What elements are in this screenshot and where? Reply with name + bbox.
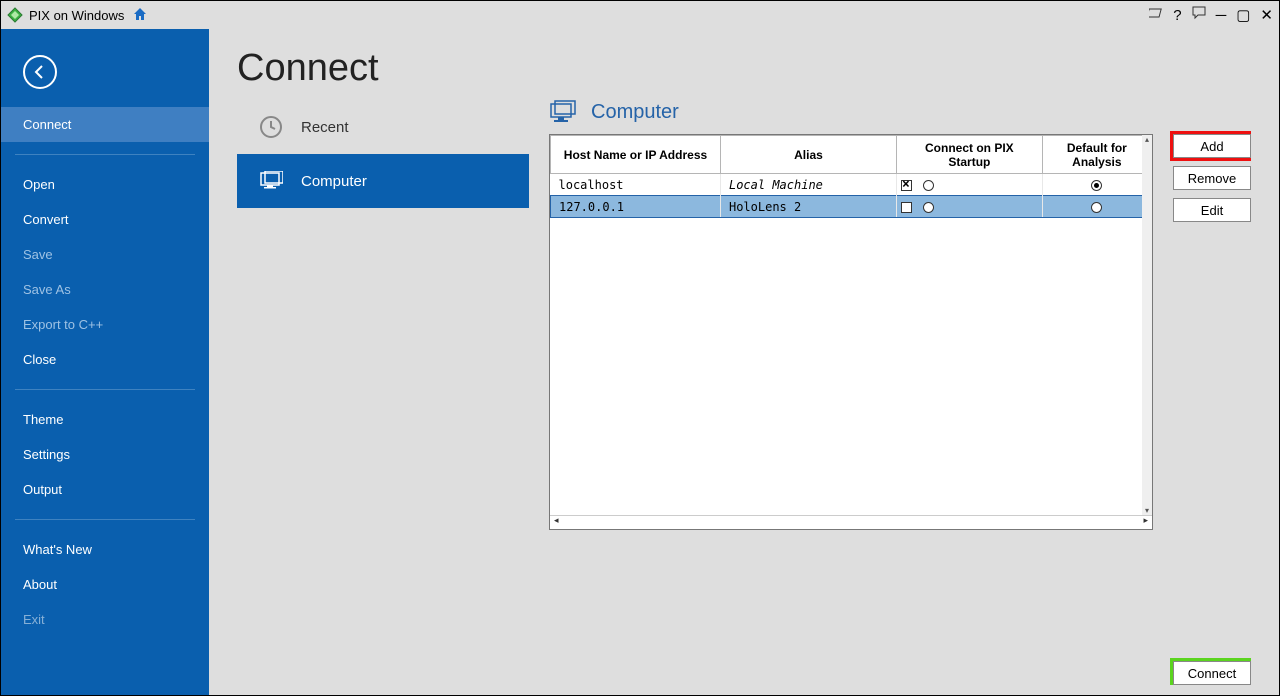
horizontal-scrollbar[interactable] bbox=[550, 515, 1152, 529]
col-default[interactable]: Default for Analysis bbox=[1042, 136, 1151, 174]
close-icon[interactable]: ✕ bbox=[1260, 6, 1273, 24]
content-area: Connect Recent Computer bbox=[209, 29, 1279, 695]
cell-startup[interactable] bbox=[897, 196, 1043, 218]
sidebar-item-save[interactable]: Save bbox=[1, 237, 209, 272]
cell-startup[interactable] bbox=[897, 174, 1043, 196]
chat-icon[interactable] bbox=[1192, 6, 1206, 24]
connect-item-label: Recent bbox=[301, 119, 349, 136]
right-heading: Computer bbox=[549, 100, 1251, 124]
sidebar-item-settings[interactable]: Settings bbox=[1, 437, 209, 472]
sidebar-item-convert[interactable]: Convert bbox=[1, 202, 209, 237]
right-heading-text: Computer bbox=[591, 101, 679, 124]
sidebar-item-save-as[interactable]: Save As bbox=[1, 272, 209, 307]
cell-alias: HoloLens 2 bbox=[720, 196, 896, 218]
sidebar-item-about[interactable]: About bbox=[1, 567, 209, 602]
vertical-scrollbar[interactable] bbox=[1142, 135, 1152, 515]
divider bbox=[15, 519, 195, 520]
sidebar-item-output[interactable]: Output bbox=[1, 472, 209, 507]
home-icon[interactable] bbox=[132, 6, 148, 25]
titlebar: PIX on Windows ? ─ ▢ ✕ bbox=[1, 1, 1279, 29]
window-title: PIX on Windows bbox=[29, 8, 124, 23]
sidebar-item-close[interactable]: Close bbox=[1, 342, 209, 377]
col-startup[interactable]: Connect on PIX Startup bbox=[897, 136, 1043, 174]
back-button[interactable] bbox=[23, 55, 57, 89]
checkbox-icon[interactable] bbox=[901, 202, 912, 213]
maximize-icon[interactable]: ▢ bbox=[1236, 6, 1250, 24]
hosts-table: Host Name or IP Address Alias Connect on… bbox=[550, 135, 1152, 218]
hosts-table-wrap: Host Name or IP Address Alias Connect on… bbox=[549, 134, 1153, 530]
divider bbox=[15, 154, 195, 155]
cell-alias: Local Machine bbox=[720, 174, 896, 196]
cell-default[interactable] bbox=[1042, 174, 1151, 196]
connect-item-label: Computer bbox=[301, 173, 367, 190]
divider bbox=[15, 389, 195, 390]
cell-default[interactable] bbox=[1042, 196, 1151, 218]
titlebar-controls: ? ─ ▢ ✕ bbox=[1149, 6, 1273, 24]
radio-icon[interactable] bbox=[923, 180, 934, 191]
app-icon bbox=[7, 7, 23, 23]
table-row[interactable]: localhost Local Machine bbox=[551, 174, 1152, 196]
cell-host: localhost bbox=[551, 174, 721, 196]
sidebar: Connect Open Convert Save Save As Export… bbox=[1, 29, 209, 695]
radio-icon[interactable] bbox=[1091, 180, 1102, 191]
cell-host: 127.0.0.1 bbox=[551, 196, 721, 218]
sidebar-item-export[interactable]: Export to C++ bbox=[1, 307, 209, 342]
checkbox-icon[interactable] bbox=[901, 180, 912, 191]
feedback-icon[interactable] bbox=[1149, 6, 1163, 24]
sidebar-item-connect[interactable]: Connect bbox=[1, 107, 209, 142]
app-window: PIX on Windows ? ─ ▢ ✕ Connect Open Conv… bbox=[0, 0, 1280, 696]
radio-icon[interactable] bbox=[1091, 202, 1102, 213]
computer-icon bbox=[549, 100, 577, 124]
sidebar-item-open[interactable]: Open bbox=[1, 167, 209, 202]
connect-item-recent[interactable]: Recent bbox=[237, 100, 529, 154]
edit-button[interactable]: Edit bbox=[1173, 198, 1251, 222]
remove-button[interactable]: Remove bbox=[1173, 166, 1251, 190]
minimize-icon[interactable]: ─ bbox=[1216, 7, 1227, 24]
connect-type-list: Recent Computer bbox=[237, 100, 529, 685]
right-pane: Computer Host Name or IP Address bbox=[549, 100, 1251, 685]
add-button[interactable]: Add bbox=[1173, 134, 1251, 158]
sidebar-item-theme[interactable]: Theme bbox=[1, 402, 209, 437]
computer-icon bbox=[259, 171, 283, 191]
connect-button[interactable]: Connect bbox=[1173, 661, 1251, 685]
connect-item-computer[interactable]: Computer bbox=[237, 154, 529, 208]
sidebar-item-exit[interactable]: Exit bbox=[1, 602, 209, 637]
sidebar-item-whats-new[interactable]: What's New bbox=[1, 532, 209, 567]
page-title: Connect bbox=[237, 47, 1251, 90]
clock-icon bbox=[259, 115, 283, 139]
col-host[interactable]: Host Name or IP Address bbox=[551, 136, 721, 174]
action-buttons: Add Remove Edit Connect bbox=[1173, 134, 1251, 685]
table-row[interactable]: 127.0.0.1 HoloLens 2 bbox=[551, 196, 1152, 218]
col-alias[interactable]: Alias bbox=[720, 136, 896, 174]
radio-icon[interactable] bbox=[923, 202, 934, 213]
help-icon[interactable]: ? bbox=[1173, 7, 1181, 24]
